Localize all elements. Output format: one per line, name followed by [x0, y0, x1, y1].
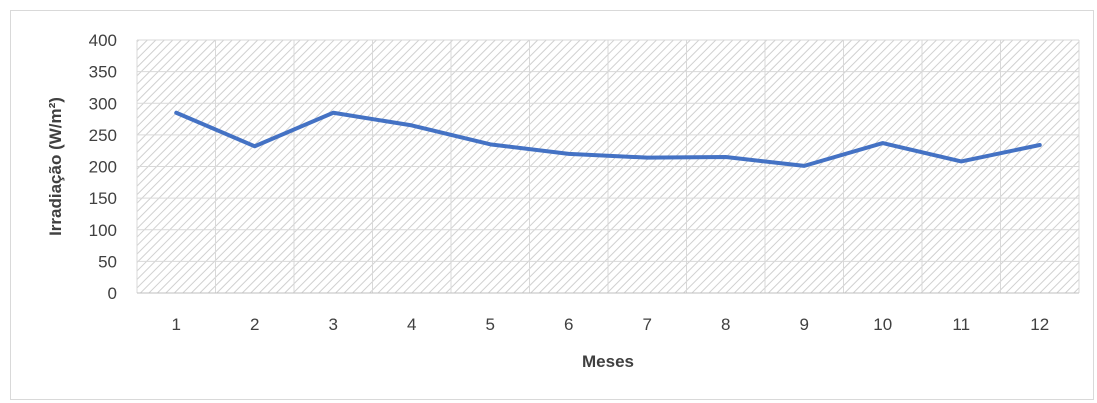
x-tick-label-7: 7 [643, 315, 652, 334]
x-tick-label-10: 10 [873, 315, 892, 334]
series-layer [174, 110, 1042, 168]
y-tick-label-100: 100 [89, 221, 117, 240]
y-tick-label-300: 300 [89, 94, 117, 113]
y-tick-label-50: 50 [98, 252, 117, 271]
x-tick-label-6: 6 [564, 315, 573, 334]
gridlines [136, 39, 1080, 293]
series-line-0 [174, 110, 1042, 168]
x-tick-label-5: 5 [486, 315, 495, 334]
y-tick-label-400: 400 [89, 31, 117, 50]
x-tick-label-12: 12 [1030, 315, 1049, 334]
x-axis-title: Meses [582, 352, 634, 371]
x-tick-label-4: 4 [407, 315, 416, 334]
y-tick-label-150: 150 [89, 189, 117, 208]
y-tick-label-250: 250 [89, 126, 117, 145]
x-tick-label-8: 8 [721, 315, 730, 334]
y-tick-label-0: 0 [108, 284, 117, 303]
y-tick-label-200: 200 [89, 158, 117, 177]
x-tick-label-9: 9 [800, 315, 809, 334]
y-axis-title: Irradiação (W/m²) [46, 97, 65, 236]
y-tick-label-350: 350 [89, 63, 117, 82]
x-tick-label-3: 3 [329, 315, 338, 334]
x-tick-label-2: 2 [250, 315, 259, 334]
x-tick-label-1: 1 [172, 315, 181, 334]
x-tick-label-11: 11 [952, 315, 970, 334]
